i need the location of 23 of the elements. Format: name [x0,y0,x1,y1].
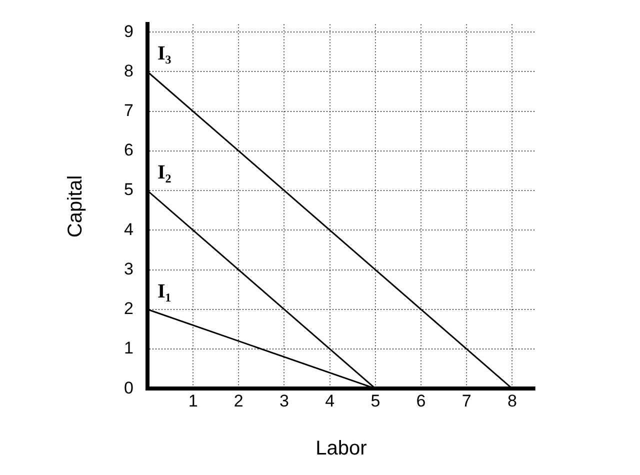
x-tick-label: 5 [370,391,380,410]
series-label: I₁ [157,280,172,302]
x-tick-label: 3 [280,391,289,410]
x-tick-label: 2 [234,391,244,410]
y-tick-label: 3 [124,259,134,278]
y-axis-title: Capital [64,175,87,238]
series-label: I₂ [157,162,172,184]
y-tick-label: 0 [124,378,134,398]
x-tick-label: 1 [188,391,198,410]
x-axis-title: Labor [316,438,368,460]
x-tick-label: 4 [325,391,335,410]
y-tick-label: 1 [124,338,134,358]
x-tick-label: 7 [462,391,472,410]
y-tick-label: 8 [124,61,134,80]
y-tick-label: 2 [124,299,134,318]
y-tick-label: 5 [124,180,134,200]
y-tick-label: 7 [124,101,134,120]
series-label: I₃ [157,42,172,65]
x-tick-label: 6 [416,391,426,410]
y-tick-label: 9 [124,22,134,41]
y-tick-label: 4 [124,220,134,239]
x-tick-label: 8 [507,391,517,410]
y-tick-label: 6 [124,140,134,160]
